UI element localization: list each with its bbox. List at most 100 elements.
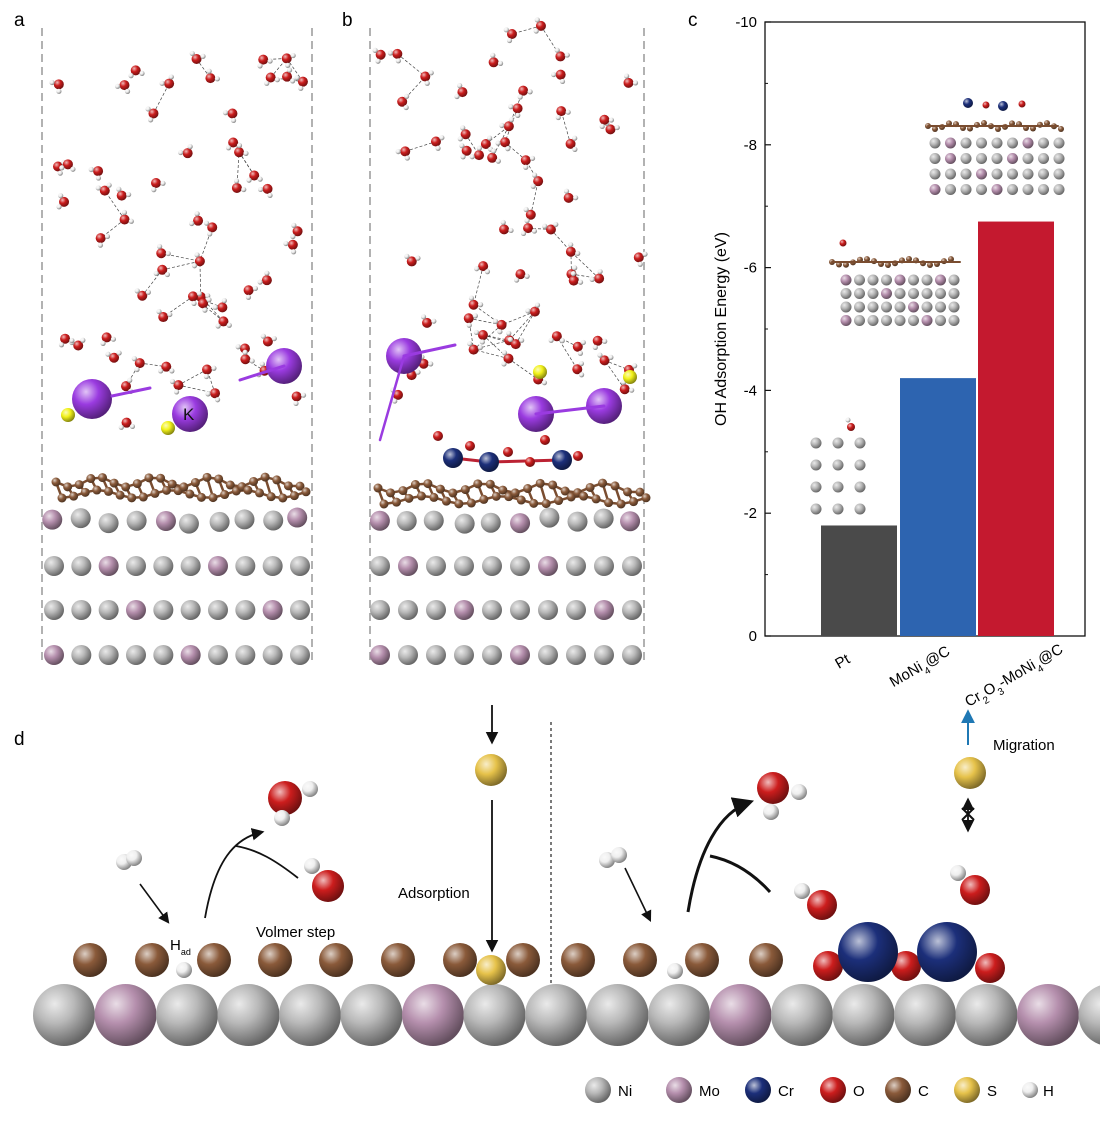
oxygen-atom — [134, 358, 145, 369]
hydrogen-atom — [159, 80, 165, 86]
nickel-atom — [881, 315, 892, 326]
carbon-atom — [162, 485, 172, 495]
water-molecule — [420, 314, 437, 328]
oxygen-atom — [119, 214, 130, 225]
oxygen-atom — [228, 137, 239, 148]
hydrogen-atom — [271, 335, 277, 342]
oxygen-atom — [137, 290, 148, 301]
nickel-atom — [976, 137, 987, 149]
chromium-atom — [552, 450, 572, 470]
molybdenum-atom — [976, 168, 987, 180]
oxygen-atom — [982, 101, 990, 109]
moni4c-inset-graphene — [829, 256, 961, 268]
nickel-atom — [1007, 137, 1018, 149]
hydrogen-atom — [542, 223, 548, 229]
oxygen-atom — [891, 951, 921, 981]
hydrogen-bond — [473, 324, 502, 350]
hydrogen-atom — [490, 52, 496, 58]
x-tick-pt: Pt — [832, 650, 853, 672]
nickel-atom — [921, 301, 933, 313]
molybdenum-atom — [840, 274, 852, 286]
oxygen-atom — [573, 451, 583, 461]
hydrogen-atom — [950, 865, 966, 881]
hydrogen-atom — [126, 191, 132, 198]
carbon-atom — [585, 482, 595, 492]
hydrogen-atom — [153, 270, 159, 277]
hydrogen-atom — [503, 27, 509, 33]
hydrogen-atom — [80, 337, 86, 343]
oxygen-atom — [468, 299, 479, 310]
nickel-atom — [180, 600, 201, 620]
nickel-atom — [945, 184, 956, 195]
hydrogen-atom — [570, 271, 577, 277]
carbon-atom — [974, 121, 980, 128]
hydrogen-atom — [134, 288, 140, 294]
water-molecule — [589, 268, 605, 284]
nickel-atom — [991, 153, 1003, 164]
chromium-atom — [479, 452, 499, 472]
hydrogen-atom — [145, 106, 151, 112]
hydrogen-atom — [264, 270, 270, 276]
carbon-atom — [132, 479, 142, 489]
hydrogen-bond — [196, 58, 211, 79]
hydrogen-bond — [528, 227, 551, 230]
water-molecule — [548, 331, 565, 344]
hydrogen-atom — [118, 424, 124, 430]
hydrogen-atom — [548, 337, 554, 343]
hydrogen-atom — [460, 154, 466, 160]
hydrogen-atom — [559, 78, 566, 85]
nickel-atom — [991, 168, 1003, 180]
hydrogen-atom — [477, 302, 484, 308]
legend-swatch — [1022, 1082, 1038, 1098]
water-molecule — [257, 54, 273, 69]
oxygen-atom — [287, 239, 298, 250]
hydrogen-atom — [214, 397, 221, 403]
oxygen-atom — [433, 431, 443, 441]
water-molecule — [205, 68, 220, 84]
water-molecule — [281, 52, 296, 68]
molybdenum-atom — [94, 984, 157, 1046]
water-molecule — [198, 297, 212, 313]
nickel-atom — [370, 600, 390, 620]
water-molecule — [105, 350, 122, 363]
hydrogen-atom — [205, 391, 211, 397]
hydrogen-atom — [235, 344, 241, 350]
nickel-atom — [98, 513, 119, 534]
hydrogen-atom — [375, 58, 381, 64]
nickel-atom — [810, 437, 822, 449]
bond — [534, 404, 606, 416]
oxygen-atom — [268, 781, 302, 815]
oxygen-atom — [202, 364, 213, 375]
hydrogen-atom — [564, 52, 570, 58]
water-molecule — [542, 221, 559, 235]
water-molecule — [120, 377, 134, 394]
hydrogen-atom — [395, 58, 401, 64]
hydrogen-bond — [245, 358, 265, 372]
hydrogen-atom — [100, 340, 106, 347]
hydrogen-atom — [514, 277, 520, 283]
oxygen-atom — [594, 273, 605, 284]
water-molecule — [114, 80, 131, 94]
carbon-atom — [435, 484, 445, 494]
oxygen-atom — [592, 335, 603, 346]
hydrogen-atom — [508, 227, 514, 234]
nickel-atom — [867, 274, 879, 286]
nickel-atom — [1053, 168, 1065, 180]
molybdenum-atom — [98, 556, 119, 576]
molybdenum-atom — [881, 288, 892, 299]
oxygen-atom — [599, 355, 610, 366]
nickel-atom — [854, 301, 865, 313]
nickel-atom — [810, 503, 822, 515]
hydrogen-atom — [110, 336, 117, 342]
nickel-atom — [935, 288, 946, 299]
hydrogen-atom — [215, 323, 221, 329]
hydrogen-atom — [257, 279, 263, 285]
nickel-atom — [398, 645, 418, 665]
mechanism-schematic: Had Volmer step Adsorption Migration — [33, 705, 1100, 1046]
carbon-atom — [410, 480, 420, 490]
oxygen-atom — [194, 256, 205, 267]
nickel-atom — [935, 301, 946, 313]
nickel-atom — [396, 511, 417, 532]
nickel-atom — [854, 481, 866, 493]
nickel-atom — [854, 459, 866, 471]
